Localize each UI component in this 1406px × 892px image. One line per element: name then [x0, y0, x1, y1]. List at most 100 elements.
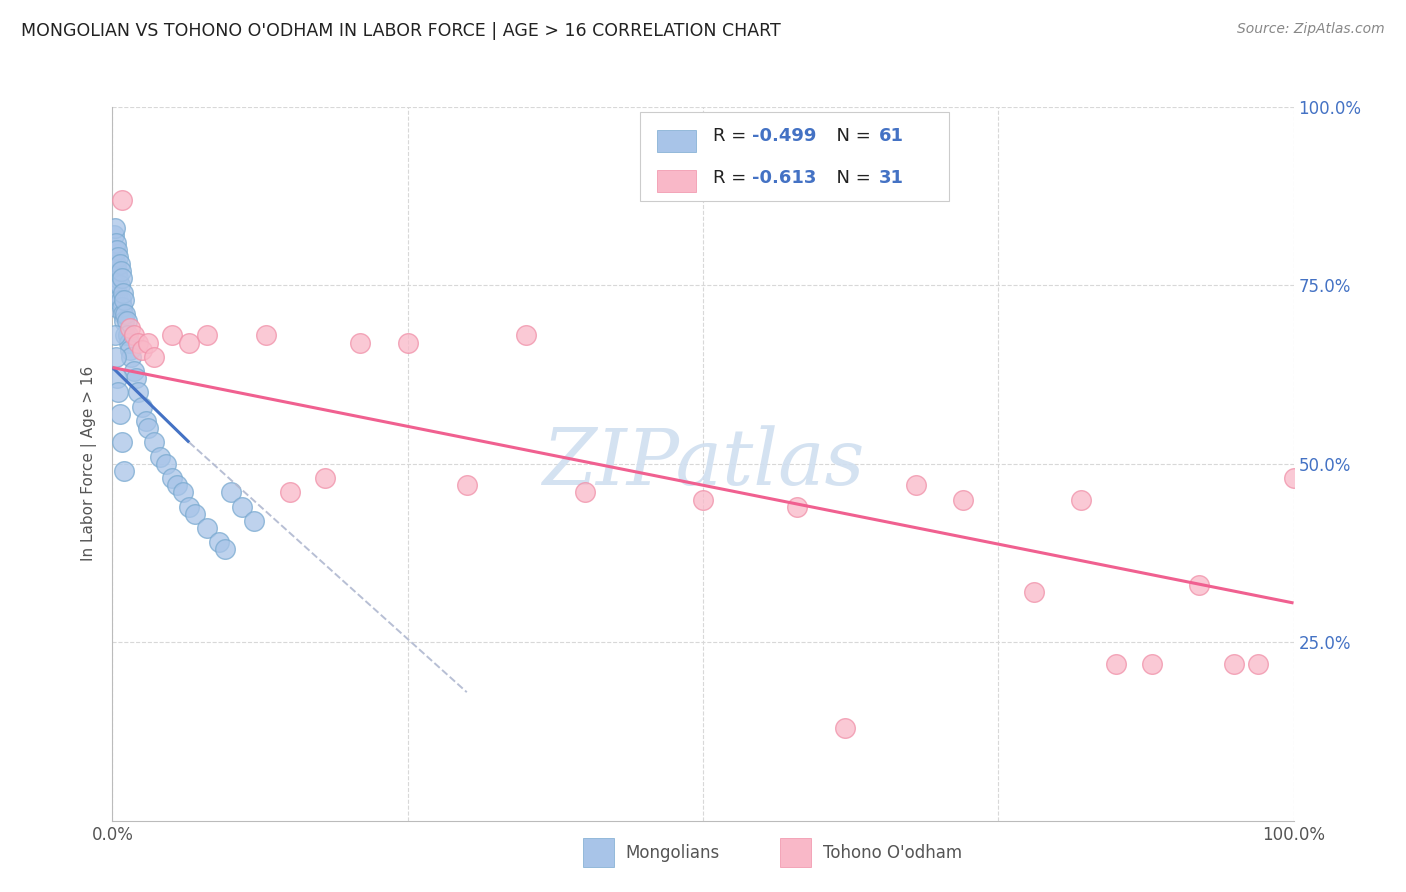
Point — [786, 500, 808, 514]
Point — [104, 243, 127, 257]
Text: MONGOLIAN VS TOHONO O'ODHAM IN LABOR FORCE | AGE > 16 CORRELATION CHART: MONGOLIAN VS TOHONO O'ODHAM IN LABOR FOR… — [21, 22, 780, 40]
Point — [105, 350, 128, 364]
Point — [166, 478, 188, 492]
Point — [107, 250, 129, 264]
Point — [136, 335, 159, 350]
Point — [179, 500, 201, 514]
Point — [1282, 471, 1305, 485]
Point — [111, 300, 134, 314]
Point — [108, 278, 131, 293]
Point — [104, 264, 127, 278]
Point — [131, 343, 153, 357]
Point — [349, 335, 371, 350]
Y-axis label: In Labor Force | Age > 16: In Labor Force | Age > 16 — [80, 367, 97, 561]
Point — [120, 350, 142, 364]
Point — [105, 235, 128, 250]
Point — [110, 293, 132, 307]
Text: 31: 31 — [879, 169, 904, 187]
Point — [231, 500, 253, 514]
Point — [103, 228, 125, 243]
Point — [136, 421, 159, 435]
Text: Mongolians: Mongolians — [626, 844, 720, 862]
Point — [160, 471, 183, 485]
Text: Source: ZipAtlas.com: Source: ZipAtlas.com — [1237, 22, 1385, 37]
Point — [104, 221, 127, 235]
Point — [108, 257, 131, 271]
Point — [112, 314, 135, 328]
Point — [179, 335, 201, 350]
Point — [692, 492, 714, 507]
Point — [1070, 492, 1092, 507]
Point — [120, 343, 142, 357]
Point — [1223, 657, 1246, 671]
Point — [149, 450, 172, 464]
Point — [195, 521, 218, 535]
Point — [120, 321, 142, 335]
Point — [155, 457, 177, 471]
Point — [1022, 585, 1045, 599]
Point — [219, 485, 242, 500]
Point — [114, 307, 136, 321]
Point — [107, 293, 129, 307]
Text: N =: N = — [825, 128, 877, 145]
Point — [834, 721, 856, 735]
Point — [112, 293, 135, 307]
Point — [105, 285, 128, 300]
Point — [243, 514, 266, 528]
Point — [195, 328, 218, 343]
Point — [1140, 657, 1163, 671]
Text: -0.613: -0.613 — [752, 169, 817, 187]
Point — [117, 328, 139, 343]
Point — [111, 435, 134, 450]
Point — [105, 257, 128, 271]
Point — [314, 471, 336, 485]
Text: Tohono O'odham: Tohono O'odham — [823, 844, 962, 862]
Text: 61: 61 — [879, 128, 904, 145]
Point — [105, 300, 128, 314]
Point — [122, 328, 145, 343]
Point — [1247, 657, 1270, 671]
Point — [107, 385, 129, 400]
Point — [125, 371, 148, 385]
Point — [105, 243, 128, 257]
Point — [110, 264, 132, 278]
Point — [131, 400, 153, 414]
Point — [104, 328, 127, 343]
Point — [208, 535, 231, 549]
Point — [574, 485, 596, 500]
Point — [135, 414, 157, 428]
Point — [1105, 657, 1128, 671]
Point — [105, 371, 128, 385]
Point — [904, 478, 927, 492]
Text: R =: R = — [713, 169, 752, 187]
Point — [278, 485, 301, 500]
Point — [160, 328, 183, 343]
Point — [515, 328, 537, 343]
Point — [254, 328, 277, 343]
Point — [112, 307, 135, 321]
Point — [104, 285, 127, 300]
Point — [107, 271, 129, 285]
Point — [142, 435, 165, 450]
Point — [105, 264, 128, 278]
Point — [115, 314, 138, 328]
Point — [214, 542, 236, 557]
Point — [108, 407, 131, 421]
Point — [172, 485, 194, 500]
Point — [103, 271, 125, 285]
Point — [127, 335, 149, 350]
Point — [112, 285, 135, 300]
Point — [184, 507, 207, 521]
Text: R =: R = — [713, 128, 752, 145]
Point — [142, 350, 165, 364]
Point — [114, 328, 136, 343]
Point — [118, 335, 141, 350]
Point — [1188, 578, 1211, 592]
Point — [396, 335, 419, 350]
Point — [952, 492, 974, 507]
Point — [122, 364, 145, 378]
Point — [105, 278, 128, 293]
Point — [111, 271, 134, 285]
Point — [127, 385, 149, 400]
Text: N =: N = — [825, 169, 877, 187]
